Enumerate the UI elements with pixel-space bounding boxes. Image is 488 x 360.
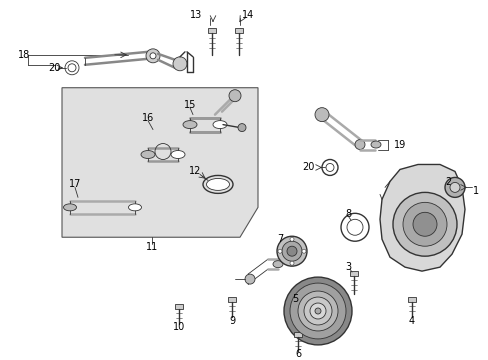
Bar [293, 332, 302, 337]
Text: 5: 5 [291, 294, 298, 304]
Circle shape [346, 219, 362, 235]
Text: 7: 7 [276, 234, 283, 244]
Circle shape [444, 177, 464, 197]
Circle shape [302, 249, 305, 253]
Circle shape [146, 49, 160, 63]
Ellipse shape [63, 204, 76, 211]
Text: 6: 6 [294, 349, 301, 359]
Circle shape [354, 140, 364, 149]
Circle shape [402, 202, 446, 246]
Polygon shape [379, 165, 464, 271]
Circle shape [304, 297, 331, 325]
Text: 20: 20 [48, 63, 60, 73]
Ellipse shape [141, 150, 155, 158]
Circle shape [314, 308, 320, 314]
Circle shape [276, 236, 306, 266]
Text: 16: 16 [142, 113, 154, 123]
Circle shape [412, 212, 436, 236]
Ellipse shape [128, 204, 141, 211]
Circle shape [289, 237, 293, 241]
Ellipse shape [370, 141, 380, 148]
Circle shape [65, 61, 79, 75]
Circle shape [282, 241, 302, 261]
Circle shape [321, 159, 337, 175]
Ellipse shape [183, 121, 197, 129]
Circle shape [284, 277, 351, 345]
Text: 12: 12 [188, 166, 201, 176]
Ellipse shape [272, 261, 283, 267]
Circle shape [309, 303, 325, 319]
Bar [349, 271, 357, 276]
Circle shape [392, 192, 456, 256]
Circle shape [150, 53, 156, 59]
Bar [175, 304, 183, 309]
Ellipse shape [171, 150, 184, 158]
Bar [407, 297, 415, 302]
Circle shape [228, 90, 241, 102]
Bar [235, 28, 243, 33]
Text: 11: 11 [145, 242, 158, 252]
Text: 1: 1 [472, 186, 478, 197]
Text: 15: 15 [183, 100, 196, 110]
Circle shape [289, 283, 346, 339]
Circle shape [297, 291, 337, 331]
Text: 8: 8 [344, 209, 350, 219]
Text: 4: 4 [408, 316, 414, 326]
Ellipse shape [206, 179, 229, 190]
Text: 18: 18 [18, 50, 30, 60]
Circle shape [286, 246, 296, 256]
Text: 13: 13 [189, 10, 202, 20]
Circle shape [68, 64, 76, 72]
Circle shape [289, 261, 293, 265]
Circle shape [244, 274, 254, 284]
Circle shape [314, 108, 328, 122]
Ellipse shape [213, 121, 226, 129]
Text: 20: 20 [301, 162, 314, 172]
Bar [227, 297, 236, 302]
Text: 3: 3 [344, 262, 350, 272]
Circle shape [449, 183, 459, 192]
Polygon shape [62, 88, 258, 237]
Circle shape [325, 163, 333, 171]
Circle shape [238, 123, 245, 131]
Text: 10: 10 [173, 322, 185, 332]
Circle shape [173, 57, 186, 71]
Text: 14: 14 [242, 10, 254, 20]
Text: 19: 19 [393, 140, 406, 149]
Text: 17: 17 [69, 179, 81, 189]
Text: 2: 2 [444, 177, 450, 188]
Bar [207, 28, 216, 33]
Text: 9: 9 [228, 316, 235, 326]
Circle shape [278, 249, 282, 253]
